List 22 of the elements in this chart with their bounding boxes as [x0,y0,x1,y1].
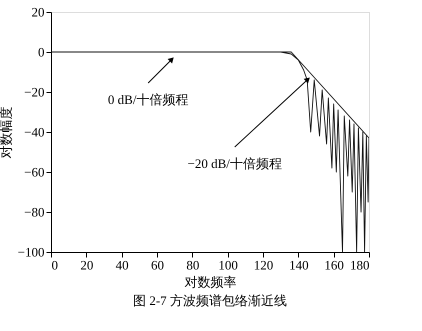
x-axis-title: 对数频率 [184,274,236,290]
annotation: −20 dB/十倍频程 [188,156,282,171]
y-tick-label: −80 [24,204,44,220]
annotation: 0 dB/十倍频程 [108,92,188,107]
x-tick-label: 0 [52,258,58,272]
x-tick-label: 140 [289,258,309,272]
x-tick-label: 80 [186,258,200,272]
y-tick-label: −20 [24,84,44,100]
x-tick-label: 20 [80,258,94,272]
text: 图 2-7 方波频谱包络渐近线 [133,293,287,308]
x-tick-label: 100 [218,258,238,272]
y-tick-label: 0 [38,44,44,60]
x-tick-label: 60 [151,258,164,272]
x-tick-label: 160 [324,258,344,272]
x-tick-label: 120 [254,258,274,272]
y-tick-label: 20 [32,4,44,20]
y-tick-label: −60 [24,164,44,180]
y-axis-title: 对数幅度 [0,106,14,158]
y-tick-label: −100 [18,244,44,260]
x-tick-label: 180 [350,258,370,272]
y-tick-label: −40 [24,124,44,140]
x-tick-label: 40 [116,258,129,272]
